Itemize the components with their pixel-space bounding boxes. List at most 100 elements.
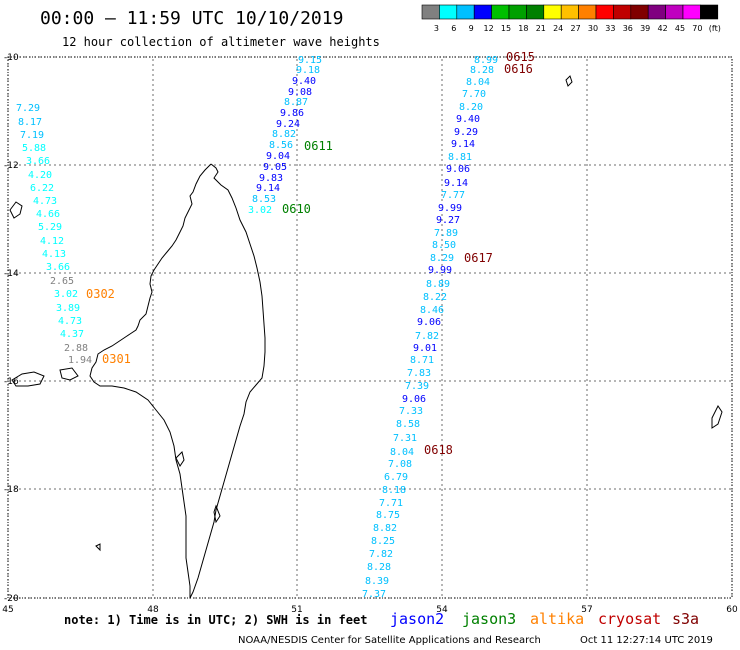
graticule-dot [296, 504, 298, 506]
graticule-dot [124, 597, 126, 599]
graticule-dot [619, 380, 621, 382]
footer-credit: NOAA/NESDIS Center for Satellite Applica… [238, 635, 541, 646]
graticule-dot [214, 380, 216, 382]
graticule-dot [14, 56, 16, 58]
graticule-dot [441, 539, 443, 541]
graticule-dot [169, 488, 171, 490]
graticule-dot [394, 56, 396, 58]
wave-height-value: 5.88 [22, 143, 46, 154]
graticule-dot [389, 164, 391, 166]
graticule-dot [441, 339, 443, 341]
graticule-dot [414, 597, 416, 599]
graticule-dot [441, 384, 443, 386]
wave-height-value: 9.15 [298, 55, 322, 66]
graticule-dot [534, 488, 536, 490]
graticule-dot [589, 272, 591, 274]
graticule-dot [609, 164, 611, 166]
track-0615-0618: 8.998.288.047.708.209.409.299.148.819.06… [362, 50, 535, 600]
graticule-dot [599, 597, 601, 599]
graticule-dot [254, 272, 256, 274]
graticule-dot [144, 56, 146, 58]
graticule-dot [731, 564, 733, 566]
graticule-dot [104, 488, 106, 490]
graticule-dot [7, 364, 9, 366]
graticule-dot [586, 549, 588, 551]
graticule-dot [479, 164, 481, 166]
graticule-dot [296, 394, 298, 396]
wave-height-value: 3.02 [54, 289, 78, 300]
graticule-dot [299, 56, 301, 58]
wave-height-value: 4.66 [36, 209, 60, 220]
graticule-dot [344, 380, 346, 382]
graticule-dot [7, 514, 9, 516]
graticule-dot [49, 164, 51, 166]
graticule-dot [304, 488, 306, 490]
graticule-dot [409, 164, 411, 166]
graticule-dot [619, 488, 621, 490]
graticule-dot [731, 559, 733, 561]
graticule-dot [24, 164, 26, 166]
graticule-dot [7, 594, 9, 596]
graticule-dot [599, 380, 601, 382]
graticule-dot [731, 219, 733, 221]
wave-height-value: 7.82 [369, 549, 393, 560]
graticule-dot [7, 464, 9, 466]
footer-note: note: 1) Time is in UTC; 2) SWH is in fe… [64, 613, 367, 627]
graticule-dot [219, 164, 221, 166]
graticule-dot [364, 56, 366, 58]
graticule-dot [9, 597, 11, 599]
graticule-dot [369, 164, 371, 166]
graticule-dot [99, 56, 101, 58]
graticule-dot [7, 294, 9, 296]
graticule-dot [509, 164, 511, 166]
graticule-dot [7, 569, 9, 571]
graticule-dot [731, 524, 733, 526]
graticule-dot [259, 164, 261, 166]
graticule-dot [586, 419, 588, 421]
graticule-dot [152, 244, 154, 246]
graticule-dot [441, 354, 443, 356]
graticule-dot [459, 164, 461, 166]
graticule-dot [7, 219, 9, 221]
graticule-dot [374, 488, 376, 490]
graticule-dot [24, 380, 26, 382]
graticule-dot [534, 380, 536, 382]
graticule-dot [296, 594, 298, 596]
graticule-dot [586, 339, 588, 341]
graticule-dot [234, 488, 236, 490]
graticule-dot [441, 219, 443, 221]
graticule-dot [34, 597, 36, 599]
graticule-dot [714, 488, 716, 490]
graticule-dot [7, 249, 9, 251]
graticule-dot [299, 488, 301, 490]
graticule-dot [586, 359, 588, 361]
graticule-dot [164, 380, 166, 382]
graticule-dot [441, 179, 443, 181]
graticule-dot [429, 164, 431, 166]
graticule-dot [296, 369, 298, 371]
graticule-dot [441, 589, 443, 591]
graticule-dot [644, 272, 646, 274]
graticule-dot [296, 404, 298, 406]
graticule-dot [731, 554, 733, 556]
graticule-dot [7, 269, 9, 271]
graticule-dot [389, 488, 391, 490]
graticule-dot [7, 499, 9, 501]
lon-tick-label: 48 [147, 605, 159, 615]
graticule-dot [674, 164, 676, 166]
graticule-dot [7, 549, 9, 551]
graticule-dot [544, 597, 546, 599]
graticule-dot [296, 149, 298, 151]
island-small [95, 451, 221, 552]
graticule-dot [586, 164, 588, 166]
graticule-dot [7, 579, 9, 581]
graticule-dot [254, 164, 256, 166]
graticule-dot [296, 244, 298, 246]
graticule-dot [296, 164, 298, 166]
graticule-dot [619, 272, 621, 274]
graticule-dot [296, 324, 298, 326]
graticule-dot [152, 69, 154, 71]
graticule-dot [14, 272, 16, 274]
graticule-dot [152, 374, 154, 376]
wave-height-value: 8.39 [365, 576, 389, 587]
